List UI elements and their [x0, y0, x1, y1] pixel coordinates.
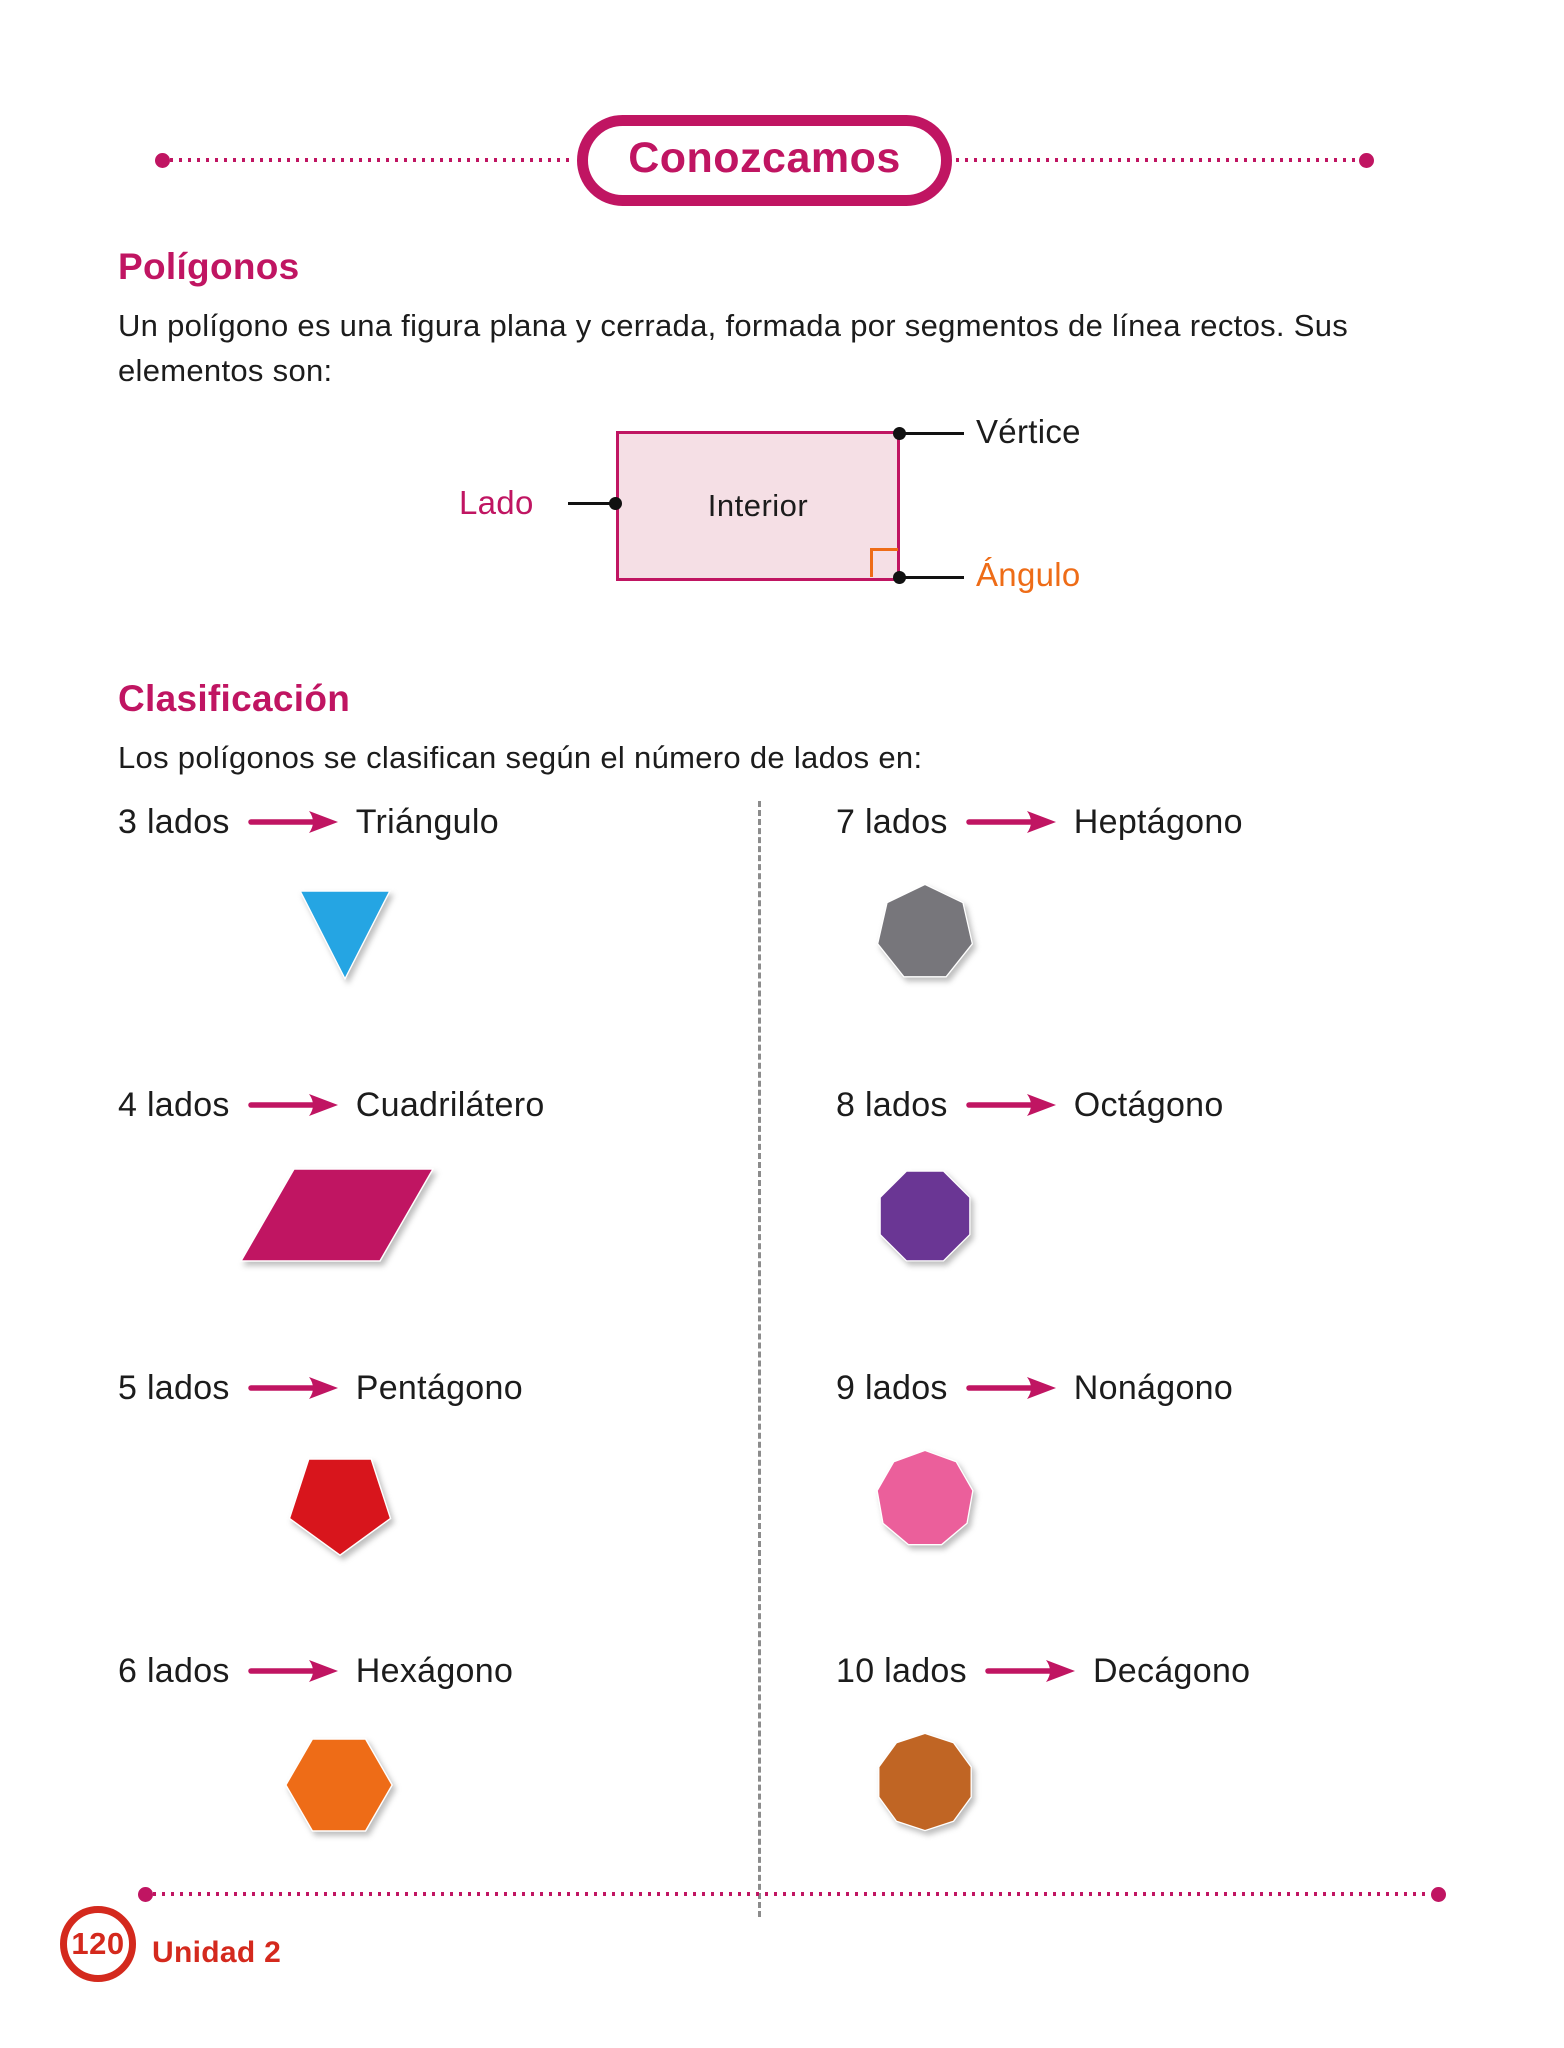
right-angle-marker [870, 547, 898, 577]
rule-end-dot [1359, 152, 1375, 168]
rule-end-dot [138, 1886, 153, 1902]
vertice-label: Vértice [976, 412, 1081, 450]
vertice-pointer-line [900, 431, 964, 436]
sides-count: 5 lados [118, 1368, 230, 1407]
classification-item-cuadrilatero: 4 lados Cuadrilátero [118, 1074, 760, 1357]
polygon-elements-diagram: Interior Lado Vértice Ángulo [118, 408, 1464, 624]
page-number-badge: 120 [60, 1906, 136, 1982]
arrow-icon [248, 811, 338, 834]
decagon-shape [878, 1732, 972, 1832]
sides-count: 10 lados [836, 1651, 967, 1690]
angulo-pointer-line [900, 575, 964, 580]
clasificacion-intro-text: Los polígonos se clasifican según el núm… [118, 739, 923, 775]
classification-item-triangulo: 3 lados Triángulo [118, 791, 760, 1074]
section-heading-clasificacion: Clasificación [118, 677, 351, 719]
dotted-rule [955, 158, 1360, 162]
classification-item-nonagono: 9 lados Nonágono [760, 1357, 1464, 1640]
item-label: 3 lados Triángulo [118, 803, 760, 842]
polygon-name: Heptágono [1073, 802, 1243, 841]
arrow-icon [248, 1660, 338, 1683]
arrow-icon [966, 1377, 1056, 1400]
interior-label: Interior [707, 487, 809, 523]
angulo-label: Ángulo [976, 555, 1081, 593]
classification-item-decagono: 10 lados Decágono [760, 1640, 1464, 1923]
rule-end-dot [1431, 1886, 1446, 1902]
polygon-name: Hexágono [355, 1651, 514, 1690]
banner-title: Conozcamos [577, 114, 952, 206]
arrow-icon [248, 1094, 338, 1117]
dotted-rule [153, 1892, 1431, 1896]
lado-pointer-line [568, 501, 616, 506]
arrow-icon [985, 1660, 1075, 1683]
banner: Conozcamos [155, 114, 1375, 206]
vertice-dot [893, 426, 906, 440]
sides-count: 6 lados [118, 1651, 230, 1690]
item-label: 6 lados Hexágono [118, 1652, 760, 1691]
polygon-rectangle: Interior [616, 430, 900, 581]
classification-item-pentagono: 5 lados Pentágono [118, 1357, 760, 1640]
section-heading-poligonos: Polígonos [118, 246, 300, 287]
footer-rule [138, 1886, 1446, 1902]
item-label: 7 lados Heptágono [836, 803, 1464, 842]
unit-label: Unidad 2 [152, 1936, 282, 1969]
triangle-shape [299, 890, 391, 981]
arrow-icon [966, 811, 1056, 834]
hexagon-shape [284, 1738, 394, 1832]
classification-grid: 3 lados Triángulo 7 lados Heptágono 4 la… [118, 791, 1464, 1923]
classification-item-hexagono: 6 lados Hexágono [118, 1640, 760, 1923]
arrow-icon [248, 1377, 338, 1400]
polygon-name: Decágono [1092, 1651, 1251, 1690]
dotted-rule [170, 158, 574, 162]
polygon-name: Triángulo [355, 802, 499, 841]
angulo-dot [893, 570, 906, 584]
item-label: 10 lados Decágono [836, 1652, 1464, 1691]
classification-item-octagono: 8 lados Octágono [760, 1074, 1464, 1357]
column-divider [758, 800, 761, 1917]
polygon-name: Octágono [1073, 1085, 1224, 1124]
sides-count: 8 lados [836, 1085, 948, 1124]
heptagon-shape [876, 883, 974, 978]
item-label: 5 lados Pentágono [118, 1369, 760, 1408]
polygon-name: Nonágono [1073, 1368, 1234, 1407]
rule-end-dot [155, 152, 170, 168]
octagon-shape [879, 1170, 971, 1262]
lado-dot [609, 496, 622, 510]
sides-count: 9 lados [836, 1368, 948, 1407]
sides-count: 3 lados [118, 802, 230, 841]
item-label: 8 lados Octágono [836, 1086, 1464, 1125]
sides-count: 4 lados [118, 1085, 230, 1124]
nonagon-shape [876, 1449, 974, 1546]
item-label: 9 lados Nonágono [836, 1369, 1464, 1408]
item-label: 4 lados Cuadrilátero [118, 1086, 760, 1125]
sides-count: 7 lados [836, 802, 948, 841]
lado-label: Lado [459, 483, 534, 521]
classification-item-heptagono: 7 lados Heptágono [760, 791, 1464, 1074]
pentagon-shape [288, 1458, 392, 1556]
parallelogram-shape [239, 1168, 435, 1262]
polygon-name: Cuadrilátero [355, 1085, 545, 1124]
poligonos-body-text: Un polígono es una figura plana y cerrad… [118, 308, 1349, 388]
polygon-name: Pentágono [355, 1368, 523, 1407]
arrow-icon [966, 1094, 1056, 1117]
